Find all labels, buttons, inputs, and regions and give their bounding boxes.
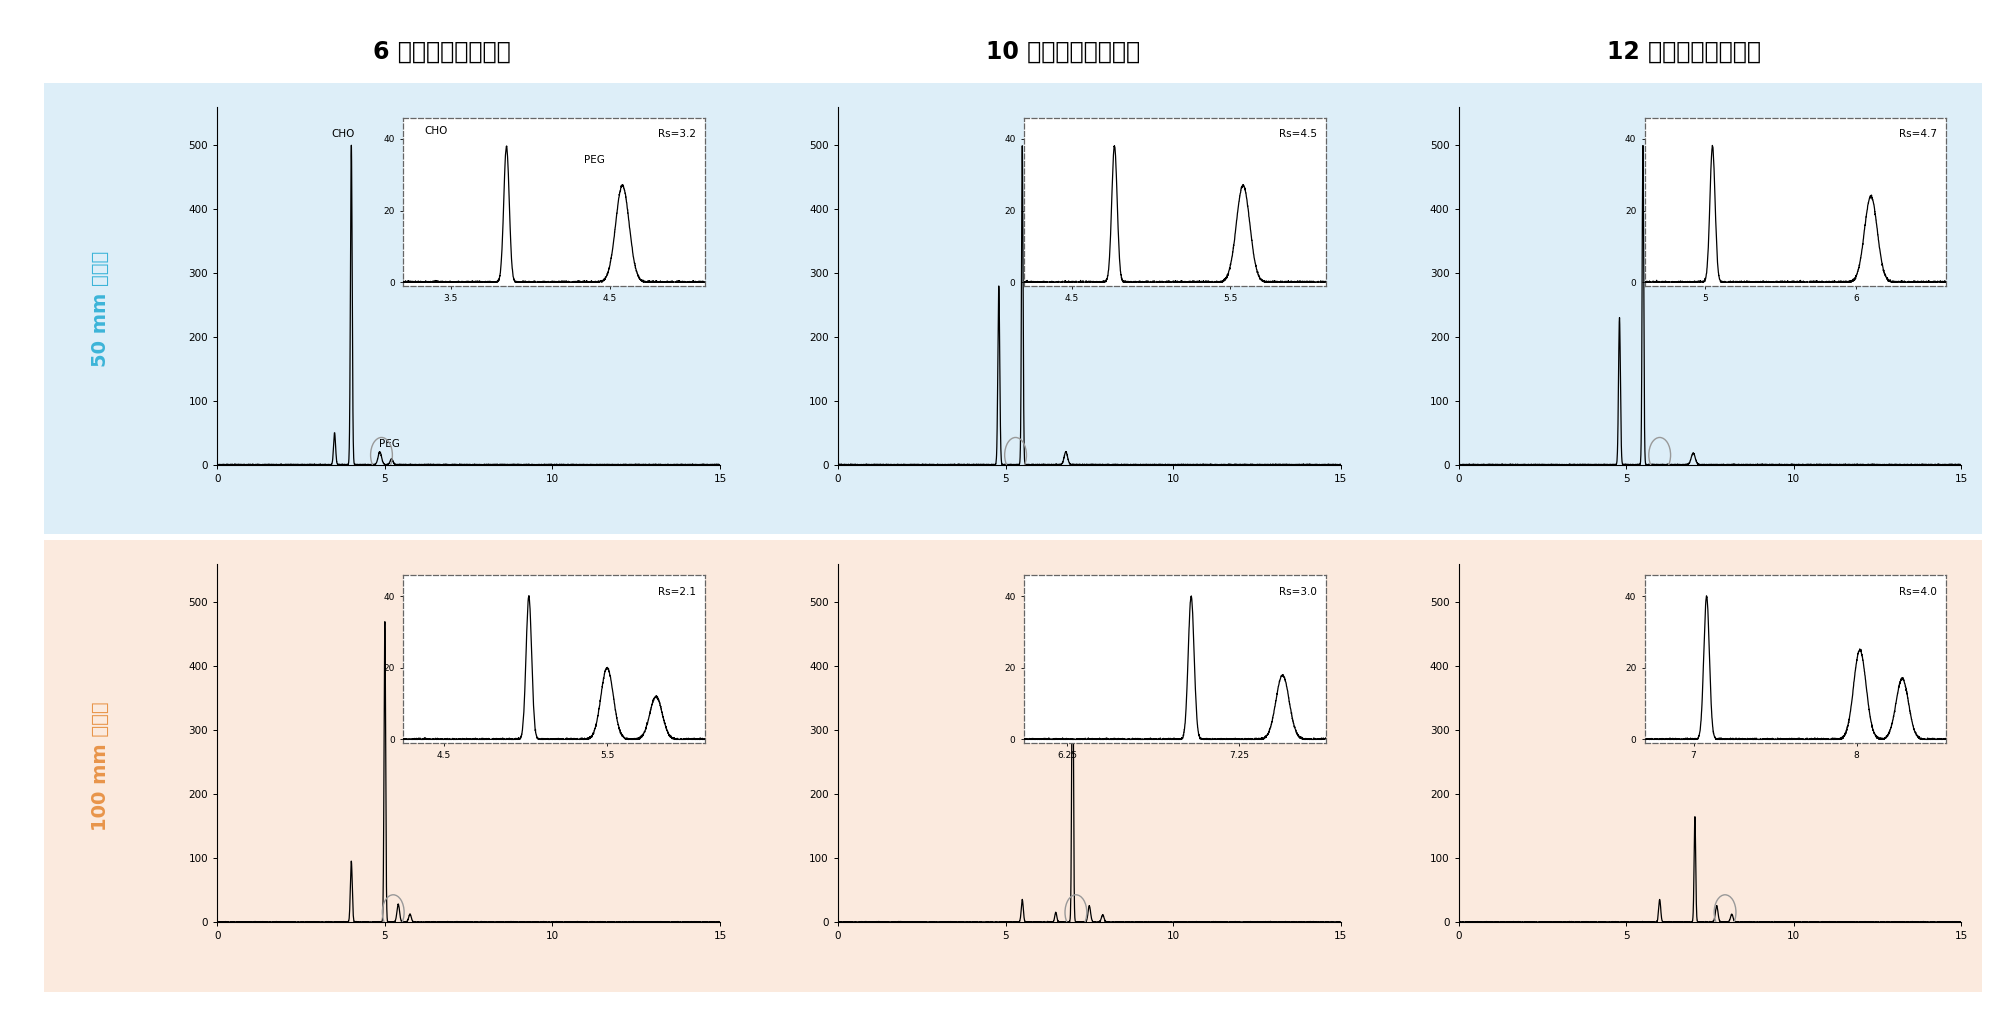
Text: 100 mm カラム: 100 mm カラム bbox=[90, 702, 110, 830]
Text: Rs=4.5: Rs=4.5 bbox=[1278, 130, 1316, 139]
Text: CHO: CHO bbox=[424, 126, 448, 136]
Text: PEG: PEG bbox=[584, 154, 606, 164]
Text: 12 分のグラジエント: 12 分のグラジエント bbox=[1606, 40, 1760, 64]
Text: PEG: PEG bbox=[378, 439, 400, 448]
FancyBboxPatch shape bbox=[0, 529, 2000, 1003]
Text: Rs=4.0: Rs=4.0 bbox=[1900, 587, 1938, 596]
Text: 10 分のグラジエント: 10 分のグラジエント bbox=[986, 40, 1140, 64]
FancyBboxPatch shape bbox=[0, 72, 2000, 546]
Text: 50 mm カラム: 50 mm カラム bbox=[90, 250, 110, 367]
Text: Rs=4.7: Rs=4.7 bbox=[1900, 130, 1938, 139]
Text: 6 分のグラジエント: 6 分のグラジエント bbox=[374, 40, 512, 64]
Text: Rs=3.2: Rs=3.2 bbox=[658, 130, 696, 139]
Text: Rs=3.0: Rs=3.0 bbox=[1278, 587, 1316, 596]
Text: CHO: CHO bbox=[332, 129, 354, 139]
Text: Rs=2.1: Rs=2.1 bbox=[658, 587, 696, 596]
